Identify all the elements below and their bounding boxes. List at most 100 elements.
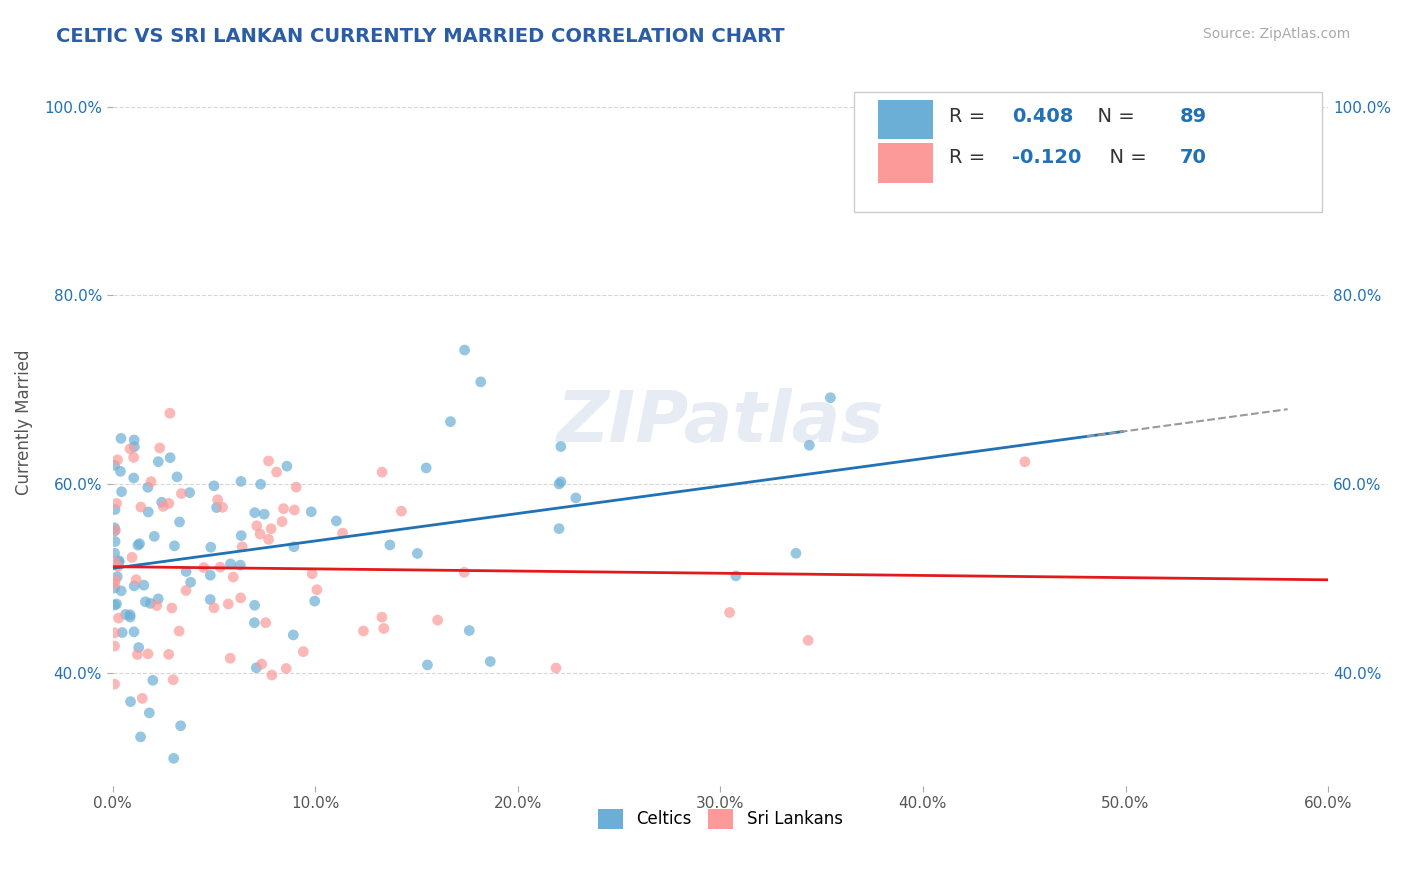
Text: N =: N =: [1097, 148, 1153, 167]
Point: [122, 624, 145, 639]
Point: [111, 625, 134, 640]
Point: [257, 454, 280, 468]
Point: [202, 479, 225, 493]
Point: [453, 566, 475, 580]
Point: [143, 529, 166, 543]
Point: [229, 475, 252, 489]
Point: [127, 648, 149, 662]
Point: [285, 480, 308, 494]
Point: [152, 500, 174, 514]
Point: [139, 596, 162, 610]
Point: [820, 391, 842, 405]
Point: [136, 505, 159, 519]
Text: 0.408: 0.408: [1012, 107, 1073, 126]
Point: [103, 458, 125, 473]
Point: [479, 655, 502, 669]
Point: [229, 591, 252, 605]
Point: [202, 600, 225, 615]
Point: [243, 599, 266, 613]
Point: [260, 522, 283, 536]
Point: [129, 500, 152, 514]
Point: [128, 536, 150, 550]
Point: [104, 573, 127, 587]
Point: [103, 555, 125, 569]
Point: [266, 465, 288, 479]
Point: [332, 526, 354, 541]
Point: [159, 450, 181, 465]
Point: [167, 624, 190, 639]
Point: [373, 622, 395, 636]
Point: [301, 566, 323, 581]
Point: [149, 441, 172, 455]
Point: [222, 570, 245, 584]
Point: [128, 640, 150, 655]
Point: [273, 501, 295, 516]
Point: [122, 579, 145, 593]
Point: [148, 591, 170, 606]
Point: [243, 615, 266, 630]
Point: [207, 492, 229, 507]
Text: ZIPatlas: ZIPatlas: [557, 388, 884, 458]
Text: R =: R =: [949, 148, 991, 167]
Point: [166, 470, 188, 484]
Point: [305, 582, 328, 597]
Point: [325, 514, 347, 528]
Point: [458, 624, 481, 638]
Point: [107, 559, 129, 574]
Point: [565, 491, 588, 505]
Point: [724, 569, 747, 583]
Point: [103, 639, 125, 653]
Point: [170, 486, 193, 500]
Point: [103, 581, 125, 595]
Text: N =: N =: [1085, 107, 1142, 126]
Text: Source: ZipAtlas.com: Source: ZipAtlas.com: [1202, 27, 1350, 41]
Point: [246, 518, 269, 533]
Point: [103, 598, 125, 612]
Point: [1014, 455, 1036, 469]
Point: [205, 500, 228, 515]
Point: [104, 502, 127, 516]
Point: [378, 538, 401, 552]
Point: [157, 648, 180, 662]
Point: [179, 485, 201, 500]
Point: [219, 651, 242, 665]
Point: [257, 533, 280, 547]
Point: [544, 661, 567, 675]
Point: [231, 528, 253, 542]
Point: [243, 506, 266, 520]
Point: [120, 610, 142, 624]
Point: [217, 597, 239, 611]
Point: [352, 624, 374, 638]
Point: [797, 633, 820, 648]
Point: [283, 628, 305, 642]
Point: [231, 540, 253, 554]
Point: [103, 677, 125, 691]
Point: [120, 442, 142, 456]
Text: R =: R =: [949, 107, 991, 126]
Point: [180, 575, 202, 590]
Point: [145, 599, 167, 613]
Point: [209, 560, 232, 574]
Point: [110, 464, 132, 478]
Point: [371, 465, 394, 479]
Point: [169, 719, 191, 733]
Point: [136, 480, 159, 494]
Point: [371, 610, 394, 624]
Point: [103, 625, 125, 640]
Point: [160, 601, 183, 615]
Point: [439, 415, 461, 429]
Point: [120, 695, 142, 709]
Point: [103, 577, 125, 591]
Point: [470, 375, 492, 389]
Point: [105, 569, 128, 583]
Point: [169, 515, 191, 529]
Point: [122, 471, 145, 485]
Point: [122, 433, 145, 447]
Point: [276, 661, 298, 675]
Point: [138, 706, 160, 720]
Point: [548, 477, 571, 491]
Point: [406, 546, 429, 560]
Point: [139, 475, 162, 489]
Point: [211, 500, 233, 515]
FancyBboxPatch shape: [879, 143, 934, 183]
